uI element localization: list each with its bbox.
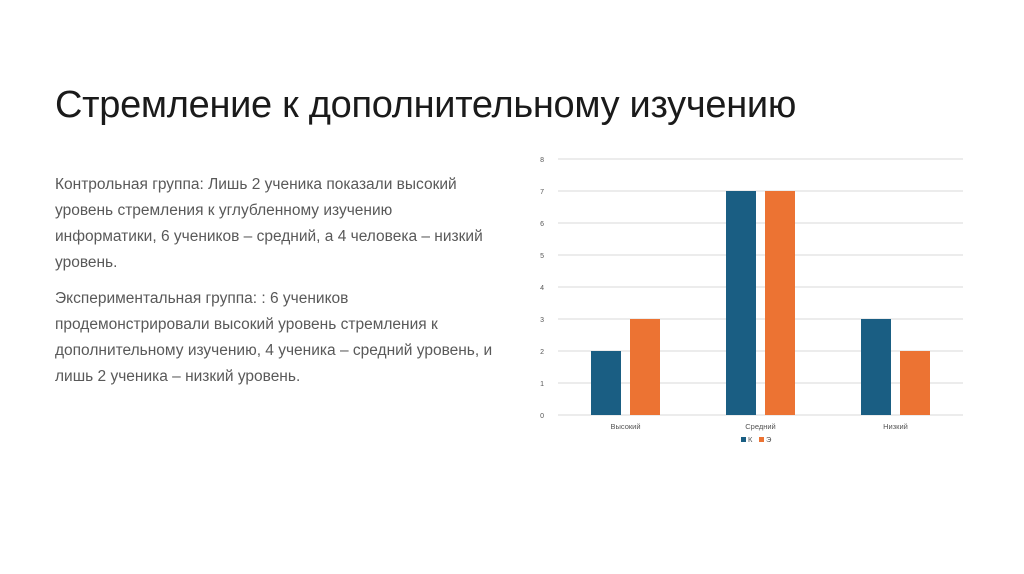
y-tick-label: 3 <box>540 317 544 324</box>
bar-К-Высокий <box>591 351 621 415</box>
x-tick-label: Высокий <box>610 422 640 431</box>
x-axis-ticks: Высокий Средний Низкий <box>610 422 907 431</box>
bar-К-Низкий <box>861 319 891 415</box>
y-tick-label: 5 <box>540 253 544 260</box>
x-tick-label: Низкий <box>883 422 908 431</box>
y-tick-label: 1 <box>540 381 544 388</box>
bar-К-Средний <box>726 191 756 415</box>
legend-swatch <box>741 437 746 442</box>
y-tick-label: 7 <box>540 189 544 196</box>
y-tick-label: 6 <box>540 221 544 228</box>
y-tick-label: 0 <box>540 413 544 420</box>
experimental-group-paragraph: Экспериментальная группа: : 6 учеников п… <box>55 290 493 385</box>
chart-gridlines <box>558 158 963 416</box>
y-tick-label: 2 <box>540 349 544 356</box>
slide-title: Стремление к дополнительному изучению <box>55 84 797 126</box>
bar-Э-Низкий <box>900 351 930 415</box>
y-tick-label: 8 <box>540 157 544 164</box>
y-tick-label: 4 <box>540 285 544 292</box>
control-group-paragraph: Контрольная группа: Лишь 2 ученика показ… <box>55 176 483 271</box>
bar-Э-Высокий <box>630 319 660 415</box>
y-axis-ticks: 0 1 2 3 4 5 6 7 8 <box>540 157 544 420</box>
slide-text: Контрольная группа: Лишь 2 ученика показ… <box>55 172 495 400</box>
x-tick-label: Средний <box>745 422 776 431</box>
chart-bars <box>591 191 930 415</box>
legend-swatch <box>759 437 764 442</box>
legend-label: Э <box>766 435 772 444</box>
bar-Э-Средний <box>765 191 795 415</box>
legend-label: К <box>748 435 753 444</box>
